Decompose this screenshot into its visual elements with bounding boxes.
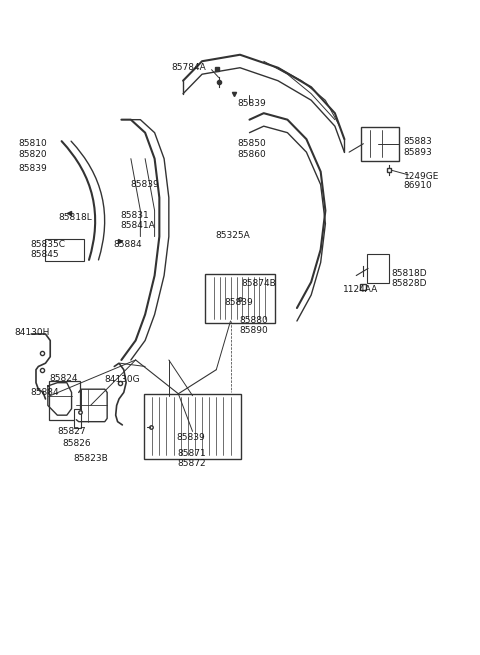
Text: 1249GE: 1249GE <box>404 172 439 181</box>
Text: 85884: 85884 <box>30 388 59 397</box>
FancyBboxPatch shape <box>205 274 275 323</box>
Text: 84130H: 84130H <box>14 328 50 337</box>
Text: 85835C
85845: 85835C 85845 <box>30 240 65 259</box>
Text: 85784A: 85784A <box>171 64 206 72</box>
Text: 85823B: 85823B <box>73 453 108 462</box>
Text: 85831
85841A: 85831 85841A <box>120 211 155 230</box>
Text: 85839: 85839 <box>18 164 47 173</box>
FancyBboxPatch shape <box>49 381 80 421</box>
FancyBboxPatch shape <box>45 238 84 261</box>
FancyArrowPatch shape <box>71 141 105 260</box>
Text: 85839: 85839 <box>238 99 266 108</box>
Text: 85850
85860: 85850 85860 <box>238 140 266 159</box>
Text: 85824: 85824 <box>49 373 78 383</box>
Text: 85874B: 85874B <box>241 279 276 288</box>
Text: 85818D
85828D: 85818D 85828D <box>392 269 428 288</box>
Text: 1124AA: 1124AA <box>343 286 379 294</box>
FancyArrowPatch shape <box>61 141 95 260</box>
Text: 85839: 85839 <box>225 298 253 307</box>
Text: 85880
85890: 85880 85890 <box>239 316 268 335</box>
FancyBboxPatch shape <box>74 409 81 428</box>
Text: 84130G: 84130G <box>105 375 141 384</box>
Text: 85883
85893: 85883 85893 <box>404 138 432 157</box>
Text: 85827: 85827 <box>57 427 86 436</box>
Text: 85818L: 85818L <box>59 213 93 221</box>
Text: 86910: 86910 <box>404 181 432 191</box>
FancyBboxPatch shape <box>367 254 388 283</box>
Text: 85839: 85839 <box>130 180 159 189</box>
Text: 85871
85872: 85871 85872 <box>178 449 206 468</box>
Text: 85884: 85884 <box>113 240 142 249</box>
Text: 85325A: 85325A <box>216 231 250 240</box>
FancyBboxPatch shape <box>361 127 399 160</box>
Text: 85839: 85839 <box>176 434 204 442</box>
Text: 85826: 85826 <box>62 439 91 447</box>
FancyBboxPatch shape <box>144 394 241 459</box>
Text: 85810
85820: 85810 85820 <box>18 140 47 159</box>
